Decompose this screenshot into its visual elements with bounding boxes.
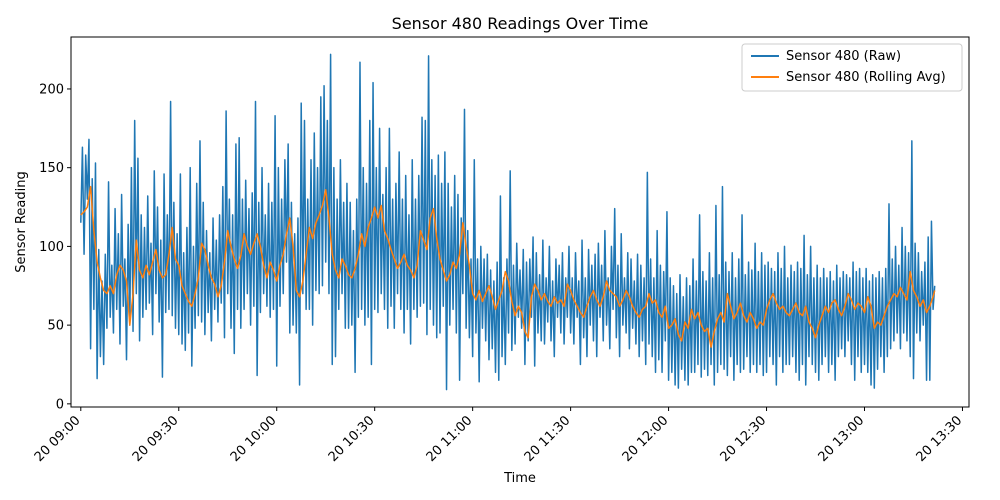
legend-box xyxy=(741,43,963,92)
y-tick-label: 200 xyxy=(39,82,64,97)
plot-lines xyxy=(80,53,936,391)
series-line-raw xyxy=(80,53,936,391)
legend-label-raw: Sensor 480 (Raw) xyxy=(786,49,901,64)
y-tick-label: 50 xyxy=(47,319,64,334)
y-tick-label: 150 xyxy=(39,161,64,176)
y-tick-label: 100 xyxy=(39,240,64,255)
legend: Sensor 480 (Raw) Sensor 480 (Rolling Avg… xyxy=(741,43,963,92)
x-axis-label: Time xyxy=(503,471,536,486)
plot-frame xyxy=(70,36,970,408)
y-axis-label: Sensor Reading xyxy=(14,171,29,272)
chart-title: Sensor 480 Readings Over Time xyxy=(392,14,649,33)
y-tick-label: 0 xyxy=(56,397,64,412)
series-line-rolling-avg xyxy=(80,185,936,348)
legend-label-rolling-avg: Sensor 480 (Rolling Avg) xyxy=(786,70,946,85)
y-axis: 0 50 100 150 200 xyxy=(39,82,71,412)
